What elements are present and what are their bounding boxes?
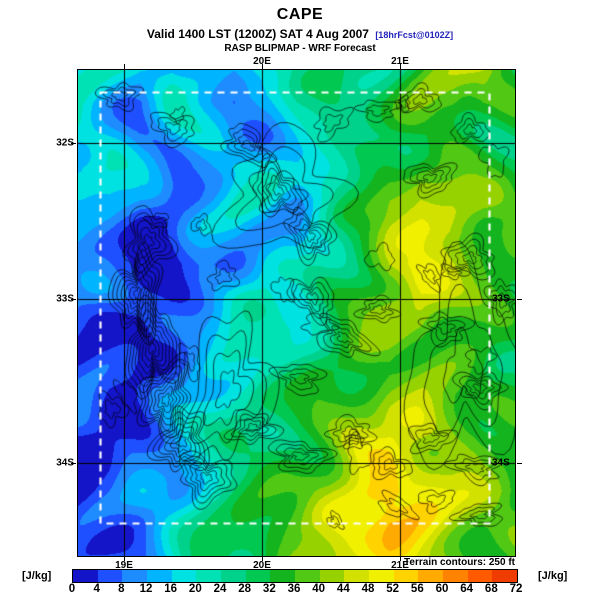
colorbar-tick-label: 44 xyxy=(336,583,350,595)
axis-tick xyxy=(71,463,76,464)
colorbar-tick-label: 32 xyxy=(262,583,276,595)
x-axis-top-label: 21E xyxy=(391,56,409,67)
y-axis-right-label: 33S xyxy=(492,293,510,305)
axis-tick xyxy=(262,64,263,69)
colorbar-segment-9 xyxy=(295,570,320,582)
valid-time-text: Valid 1400 LST (1200Z) SAT 4 Aug 2007 xyxy=(146,27,369,41)
colorbar-segment-10 xyxy=(319,570,345,582)
colorbar-tick-label: 28 xyxy=(238,583,252,595)
axis-tick xyxy=(400,64,401,69)
colorbar-tick-label: 56 xyxy=(410,583,424,595)
colorbar-tick-label: 64 xyxy=(460,583,474,595)
colorbar-segment-11 xyxy=(344,570,370,582)
colorbar-swatches xyxy=(72,569,518,583)
colorbar-tick-row: 0 4 8 12 16 20 24 28 32 36 40 44 48 52 56 60 64 68 72 xyxy=(68,583,523,597)
colorbar-segment-8 xyxy=(270,570,296,582)
colorbar-tick-label: 48 xyxy=(361,583,375,595)
colorbar-segment-6 xyxy=(221,570,246,582)
map-frame xyxy=(76,68,516,557)
colorbar-tick-label: 68 xyxy=(484,583,498,595)
x-axis-bottom-label: 19E xyxy=(115,560,133,571)
colorbar-segment-17 xyxy=(492,570,518,582)
x-axis-bottom-label: 21E xyxy=(391,560,409,571)
x-axis-top-label: 20E xyxy=(253,56,271,67)
axis-tick xyxy=(262,556,263,561)
units-label-right: [J/kg] xyxy=(538,570,568,582)
cape-field-canvas xyxy=(77,69,515,556)
colorbar-tick-label: 4 xyxy=(93,583,100,595)
colorbar-tick-label: 36 xyxy=(287,583,301,595)
axis-tick xyxy=(124,64,125,69)
y-axis-left-label: 34S xyxy=(56,457,74,469)
colorbar-segment-2 xyxy=(122,570,148,582)
colorbar-tick-label: 40 xyxy=(312,583,326,595)
colorbar-tick-label: 24 xyxy=(213,583,227,595)
axis-tick xyxy=(71,143,76,144)
chart-title: CAPE xyxy=(276,6,324,23)
chart-header: CAPE Valid 1400 LST (1200Z) SAT 4 Aug 20… xyxy=(0,6,600,54)
units-label-left: [J/kg] xyxy=(22,570,52,582)
axis-tick xyxy=(124,556,125,561)
colorbar-segment-12 xyxy=(369,570,394,582)
colorbar-tick-label: 8 xyxy=(118,583,125,595)
colorbar-tick-label: 60 xyxy=(435,583,449,595)
colorbar-tick-label: 20 xyxy=(188,583,202,595)
colorbar-tick-label: 72 xyxy=(509,583,523,595)
colorbar-tick-label: 16 xyxy=(164,583,178,595)
colorbar-segment-4 xyxy=(171,570,197,582)
colorbar-segment-16 xyxy=(467,570,493,582)
y-axis-left-label: 33S xyxy=(56,293,74,305)
colorbar-segment-0 xyxy=(73,570,98,582)
x-axis-bottom-label: 20E xyxy=(253,560,271,571)
axis-tick xyxy=(517,299,522,300)
colorbar-segment-14 xyxy=(418,570,444,582)
colorbar-segment-3 xyxy=(147,570,172,582)
colorbar-segment-5 xyxy=(196,570,222,582)
colorbar-tick-label: 52 xyxy=(386,583,400,595)
colorbar-segment-7 xyxy=(245,570,271,582)
chart-valid-line: Valid 1400 LST (1200Z) SAT 4 Aug 2007 [1… xyxy=(0,27,600,41)
axis-tick xyxy=(517,463,522,464)
model-source-line: RASP BLIPMAP - WRF Forecast xyxy=(224,43,376,54)
axis-tick xyxy=(400,556,401,561)
colorbar-segment-13 xyxy=(393,570,419,582)
colorbar-segment-15 xyxy=(443,570,468,582)
axis-tick xyxy=(71,299,76,300)
colorbar-segment-1 xyxy=(97,570,123,582)
forecast-tag: [18hrFcst@0102Z] xyxy=(375,30,454,40)
terrain-note: Terrain contours: 250 ft xyxy=(404,557,515,568)
colorbar-tick-label: 12 xyxy=(139,583,153,595)
y-axis-left-label: 32S xyxy=(56,137,74,149)
y-axis-right-label: 34S xyxy=(492,457,510,469)
colorbar-tick-label: 0 xyxy=(68,583,76,595)
